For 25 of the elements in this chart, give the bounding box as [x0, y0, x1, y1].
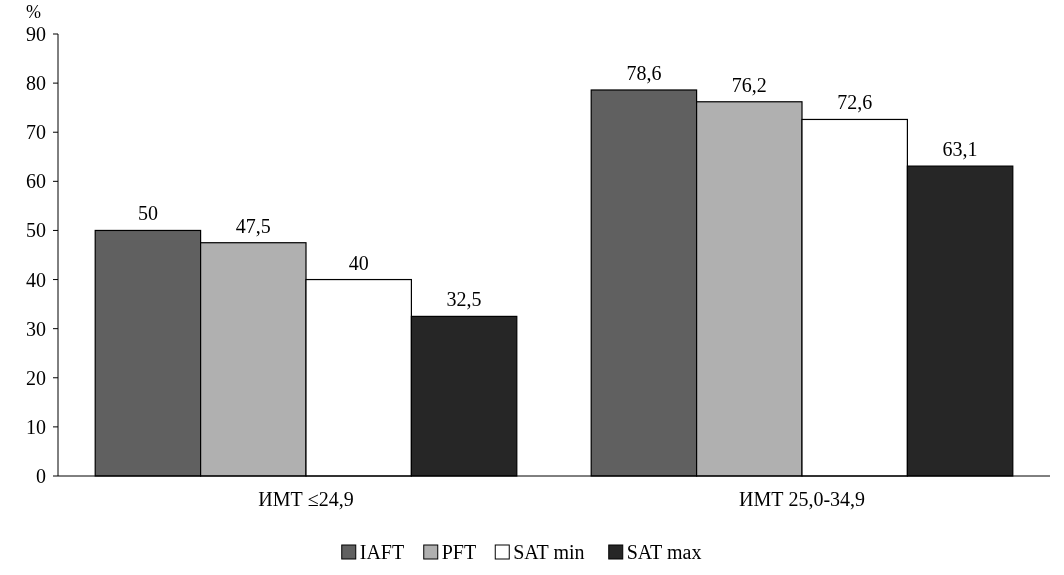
legend-label: SAT min: [513, 541, 585, 563]
y-tick-label: 70: [26, 121, 46, 144]
data-label: 40: [348, 251, 369, 274]
data-label: 50: [137, 202, 158, 225]
y-tick-label: 90: [26, 23, 46, 45]
y-tick-label: 80: [26, 72, 46, 95]
y-tick-label: 10: [26, 415, 46, 438]
data-label: 63,1: [942, 138, 978, 161]
y-tick-label: 50: [26, 219, 46, 242]
y-tick-label: 30: [26, 317, 46, 340]
data-label: 76,2: [731, 73, 767, 96]
y-tick-label: 40: [26, 268, 46, 291]
data-label: 72,6: [837, 91, 873, 114]
y-axis-title: %: [26, 2, 41, 22]
x-tick-label: ИМТ 25,0-34,9: [738, 488, 866, 510]
y-tick-label: 20: [26, 366, 46, 389]
y-tick-label: 0: [36, 465, 46, 487]
x-tick-label: ИМТ ≤24,9: [258, 488, 354, 510]
data-label: 32,5: [446, 288, 482, 311]
data-label: 47,5: [235, 214, 271, 237]
y-tick-label: 60: [26, 170, 46, 193]
legend-label: SAT max: [626, 541, 702, 563]
data-label: 78,6: [626, 61, 662, 84]
legend-label: PFT: [441, 541, 477, 563]
legend-label: IAFT: [359, 541, 405, 563]
